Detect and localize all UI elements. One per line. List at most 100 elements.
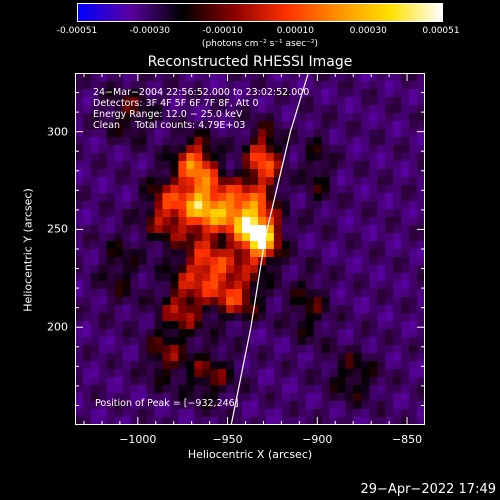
heatmap-cell bbox=[393, 257, 402, 266]
heatmap-cell bbox=[75, 361, 84, 370]
heatmap-cell bbox=[321, 217, 330, 226]
heatmap-cell bbox=[138, 201, 147, 210]
heatmap-cell bbox=[75, 177, 84, 186]
heatmap-cell bbox=[186, 249, 195, 258]
heatmap-cell bbox=[75, 233, 84, 242]
heatmap-cell bbox=[369, 185, 378, 194]
heatmap-cell bbox=[393, 73, 402, 82]
heatmap-cell bbox=[210, 393, 219, 402]
heatmap-cell bbox=[106, 177, 116, 186]
heatmap-cell bbox=[146, 289, 155, 298]
heatmap-cell bbox=[409, 105, 418, 114]
heatmap-cell bbox=[106, 193, 116, 202]
heatmap-cell bbox=[369, 257, 378, 266]
heatmap-cell bbox=[170, 281, 179, 290]
heatmap-cell bbox=[154, 305, 163, 314]
heatmap-cell bbox=[242, 81, 251, 90]
heatmap-cell bbox=[289, 137, 299, 146]
heatmap-cell bbox=[242, 145, 251, 154]
heatmap-cell bbox=[178, 73, 187, 82]
heatmap-cell bbox=[289, 97, 299, 106]
heatmap-cell bbox=[202, 265, 211, 274]
heatmap-cell bbox=[242, 361, 251, 370]
heatmap-cell bbox=[146, 89, 155, 98]
colorbar-tick-label: 0.00010 bbox=[276, 26, 314, 36]
heatmap-cell bbox=[297, 313, 306, 322]
heatmap-cell bbox=[178, 353, 187, 362]
heatmap-cell bbox=[210, 265, 219, 274]
heatmap-cell bbox=[75, 113, 84, 122]
heatmap-cell bbox=[90, 353, 100, 362]
heatmap-cell bbox=[289, 193, 299, 202]
heatmap-cell bbox=[114, 113, 124, 122]
heatmap-cell bbox=[409, 417, 418, 425]
heatmap-cell bbox=[130, 233, 139, 242]
heatmap-cell bbox=[345, 321, 354, 330]
heatmap-cell bbox=[273, 105, 283, 114]
heatmap-cell bbox=[202, 201, 211, 210]
heatmap-cell bbox=[401, 81, 410, 90]
heatmap-cell bbox=[409, 401, 418, 410]
heatmap-cell bbox=[218, 257, 227, 266]
heatmap-cell bbox=[297, 81, 306, 90]
heatmap-cell bbox=[218, 273, 227, 282]
heatmap-cell bbox=[75, 193, 84, 202]
heatmap-cell bbox=[385, 265, 394, 274]
heatmap-cell bbox=[417, 113, 425, 122]
heatmap-cell bbox=[210, 81, 219, 90]
heatmap-cell bbox=[361, 113, 370, 122]
heatmap-cell bbox=[281, 369, 291, 378]
heatmap-cell bbox=[210, 401, 219, 410]
heatmap-cell bbox=[369, 273, 378, 282]
heatmap-cell bbox=[202, 137, 211, 146]
heatmap-cell bbox=[361, 385, 370, 394]
heatmap-cell bbox=[122, 329, 131, 338]
heatmap-cell bbox=[401, 353, 410, 362]
heatmap-cell bbox=[218, 353, 227, 362]
heatmap-cell bbox=[377, 89, 386, 98]
heatmap-cell bbox=[138, 185, 147, 194]
heatmap-cell bbox=[82, 201, 92, 210]
heatmap-cell bbox=[114, 297, 124, 306]
heatmap-cell bbox=[106, 305, 116, 314]
heatmap-cell bbox=[122, 121, 131, 130]
heatmap-cell bbox=[313, 153, 322, 162]
heatmap-cell bbox=[289, 329, 299, 338]
heatmap-cell bbox=[138, 281, 147, 290]
heatmap-cell bbox=[130, 129, 139, 138]
heatmap-cell bbox=[202, 225, 211, 234]
heatmap-cell bbox=[162, 113, 171, 122]
heatmap-cell bbox=[186, 345, 195, 354]
heatmap-cell bbox=[146, 321, 155, 330]
heatmap-cell bbox=[377, 137, 386, 146]
heatmap-cell bbox=[313, 177, 322, 186]
heatmap-cell bbox=[146, 297, 155, 306]
heatmap-cell bbox=[146, 249, 155, 258]
heatmap-cell bbox=[234, 113, 243, 122]
heatmap-cell bbox=[122, 337, 131, 346]
heatmap-cell bbox=[114, 409, 124, 418]
heatmap-cell bbox=[194, 401, 203, 410]
heatmap-cell bbox=[250, 153, 259, 162]
heatmap-cell bbox=[242, 305, 251, 314]
heatmap-cell bbox=[329, 385, 338, 394]
heatmap-cell bbox=[242, 273, 251, 282]
heatmap-cell bbox=[401, 329, 410, 338]
heatmap-cell bbox=[257, 377, 267, 386]
heatmap-cell bbox=[170, 121, 179, 130]
heatmap-cell bbox=[345, 337, 354, 346]
heatmap-cell bbox=[353, 377, 362, 386]
heatmap-cell bbox=[289, 161, 299, 170]
heatmap-cell bbox=[369, 145, 378, 154]
heatmap-cell bbox=[114, 209, 124, 218]
heatmap-cell bbox=[162, 81, 171, 90]
heatmap-cell bbox=[321, 249, 330, 258]
heatmap-cell bbox=[242, 321, 251, 330]
heatmap-cell bbox=[130, 193, 139, 202]
heatmap-cell bbox=[194, 89, 203, 98]
heatmap-cell bbox=[417, 233, 425, 242]
heatmap-cell bbox=[114, 121, 124, 130]
heatmap-cell bbox=[329, 177, 338, 186]
heatmap-cell bbox=[234, 145, 243, 154]
heatmap-cell bbox=[82, 193, 92, 202]
